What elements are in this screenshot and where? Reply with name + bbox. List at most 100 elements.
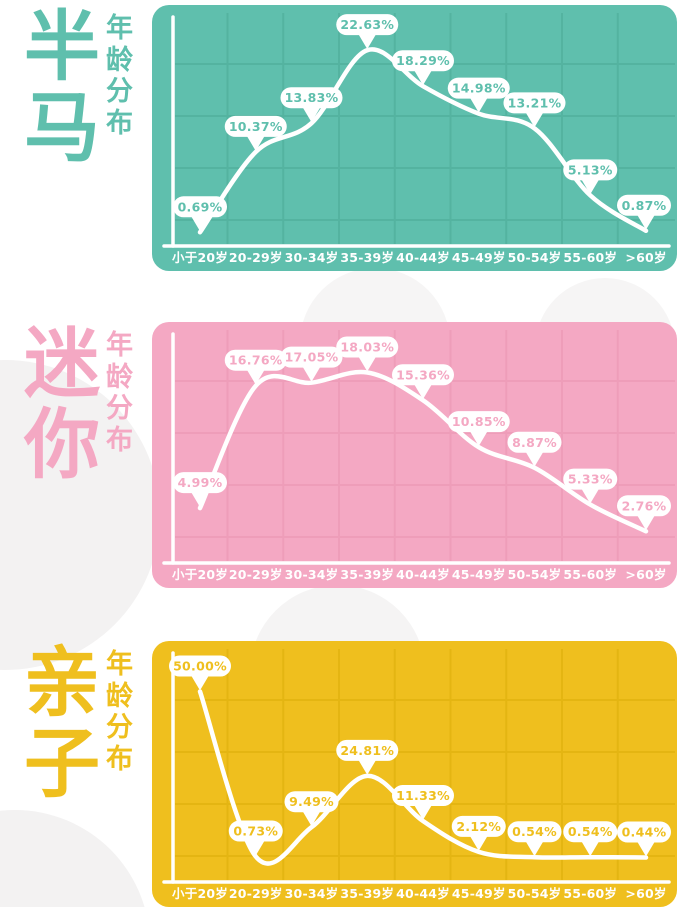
- callout-bubble: [224, 115, 287, 137]
- data-callout: 0.87%: [617, 194, 671, 229]
- callout-value: 10.37%: [229, 119, 283, 134]
- mini-chart: 4.99% 16.76% 17.05%18.03%15.36% 10.85% 8.87%…: [162, 330, 675, 565]
- callout-value: 18.29%: [396, 53, 450, 68]
- callout-bubble: [617, 821, 671, 843]
- callout-bubble: [563, 468, 618, 490]
- callout-tail: [469, 96, 488, 112]
- callout-bubble: [392, 785, 454, 807]
- callout-value: 0.87%: [622, 198, 667, 213]
- data-callout: 0.54%: [563, 821, 618, 856]
- data-callout: 17.05%: [280, 346, 343, 381]
- callout-bubble: [336, 14, 399, 36]
- callout-value: 9.49%: [289, 794, 334, 809]
- callout-bubble: [563, 821, 618, 843]
- callout-value: 4.99%: [178, 475, 223, 490]
- callout-bubble: [280, 87, 343, 109]
- callout-bubble: [284, 791, 339, 813]
- mini-chart-panel: 4.99% 16.76% 17.05% 18.03% 15.36% 10.85% 8.87%…: [152, 322, 677, 588]
- data-callout: 15.36%: [392, 364, 454, 399]
- data-callout: 9.49%: [284, 791, 339, 826]
- callout-value: 15.36%: [396, 367, 450, 382]
- callout-tail: [191, 674, 209, 690]
- data-line: [197, 369, 649, 534]
- callout-value: 22.63%: [340, 17, 394, 32]
- data-callout: 5.33%: [563, 468, 618, 503]
- data-callout: 5.13%: [563, 159, 618, 194]
- callout-value: 11.33%: [396, 788, 450, 803]
- data-callout: 10.37%: [224, 115, 287, 150]
- data-callout: 50.00%: [169, 655, 231, 690]
- data-callout: 22.63%: [336, 14, 399, 49]
- callout-bubble: [224, 349, 287, 371]
- data-callout: 18.29%: [392, 50, 454, 85]
- section-title-half-marathon: 半马: [24, 2, 100, 173]
- half-marathon-chart-panel: 0.69% 10.37% 13.83% 22.63% 18.29% 14.98% 13.21…: [152, 5, 677, 271]
- callout-bubble: [617, 194, 671, 216]
- mini-section: 迷你 年龄分布 4.99% 16.76% 17.05% 18.03% 15.36% 10.…: [0, 322, 687, 588]
- callout-bubble: [228, 820, 283, 842]
- parent-child-section: 亲子 年龄分布 50.00% 0.73% 9.49% 24.81% 11.33% 2.12…: [0, 641, 687, 907]
- section-subtitle: 年龄分布: [106, 649, 133, 775]
- half-marathon-chart: 0.69% 10.37%13.83% 22.63% 18.29%14.98%13.21…: [162, 13, 675, 248]
- callout-value: 14.98%: [452, 81, 506, 96]
- data-callout: 2.76%: [617, 495, 671, 530]
- callout-tail: [581, 839, 600, 856]
- callout-bubble: [280, 346, 343, 368]
- data-callout: 0.73%: [228, 820, 283, 855]
- callout-value: 8.87%: [512, 435, 557, 450]
- section-subtitle: 年龄分布: [106, 13, 133, 139]
- data-callout: 24.81%: [336, 739, 399, 774]
- callout-bubble: [173, 472, 227, 494]
- callout-value: 0.54%: [568, 824, 613, 839]
- section-title-mini: 迷你: [24, 319, 100, 490]
- data-callout: 16.76%: [224, 349, 287, 384]
- callout-value: 2.12%: [456, 819, 501, 834]
- data-callout: 10.85%: [447, 411, 510, 446]
- callout-bubble: [336, 739, 399, 761]
- callout-bubble: [447, 411, 510, 433]
- data-callout: 2.12%: [451, 815, 506, 850]
- callout-bubble: [169, 655, 231, 677]
- callout-value: 18.03%: [340, 339, 394, 354]
- callout-bubble: [447, 77, 510, 99]
- section-title-parent-child: 亲子: [24, 638, 100, 809]
- callout-tail: [469, 834, 488, 850]
- callout-bubble: [507, 821, 562, 843]
- callout-tail: [358, 354, 377, 371]
- data-callout: 11.33%: [392, 785, 454, 820]
- callout-bubble: [617, 495, 671, 517]
- callout-bubble: [507, 431, 562, 453]
- data-callout: 0.69%: [173, 196, 227, 231]
- callout-value: 2.76%: [622, 498, 667, 513]
- callout-value: 0.69%: [178, 199, 223, 214]
- callout-value: 10.85%: [452, 414, 506, 429]
- callout-value: 0.54%: [512, 824, 557, 839]
- callout-value: 16.76%: [229, 353, 283, 368]
- data-callout: 0.44%: [617, 821, 671, 856]
- section-subtitle: 年龄分布: [106, 330, 133, 456]
- data-callout: 4.99%: [173, 472, 227, 507]
- callout-tail: [358, 32, 377, 49]
- callout-value: 17.05%: [285, 350, 339, 365]
- callout-bubble: [503, 92, 566, 114]
- callout-tail: [525, 839, 544, 856]
- callout-bubble: [451, 815, 506, 837]
- data-callout: 13.21%: [503, 92, 566, 127]
- callout-tail: [302, 365, 321, 381]
- callout-value: 50.00%: [173, 659, 227, 674]
- data-callout: 8.87%: [507, 431, 562, 466]
- callout-tail: [525, 450, 544, 466]
- callout-value: 24.81%: [340, 743, 394, 758]
- callout-bubble: [173, 196, 227, 218]
- callout-value: 5.13%: [568, 162, 613, 177]
- callout-bubble: [392, 50, 454, 72]
- callout-tail: [358, 758, 377, 774]
- callout-bubble: [392, 364, 454, 386]
- callout-value: 0.73%: [233, 824, 278, 839]
- data-callout: 13.83%: [280, 87, 343, 122]
- callout-value: 13.83%: [285, 90, 339, 105]
- parent-child-chart: 50.00% 0.73% 9.49% 24.81% 11.33% 2.12% 0.54% 0.…: [162, 649, 675, 884]
- callout-value: 13.21%: [508, 95, 562, 110]
- callout-value: 0.44%: [622, 825, 667, 840]
